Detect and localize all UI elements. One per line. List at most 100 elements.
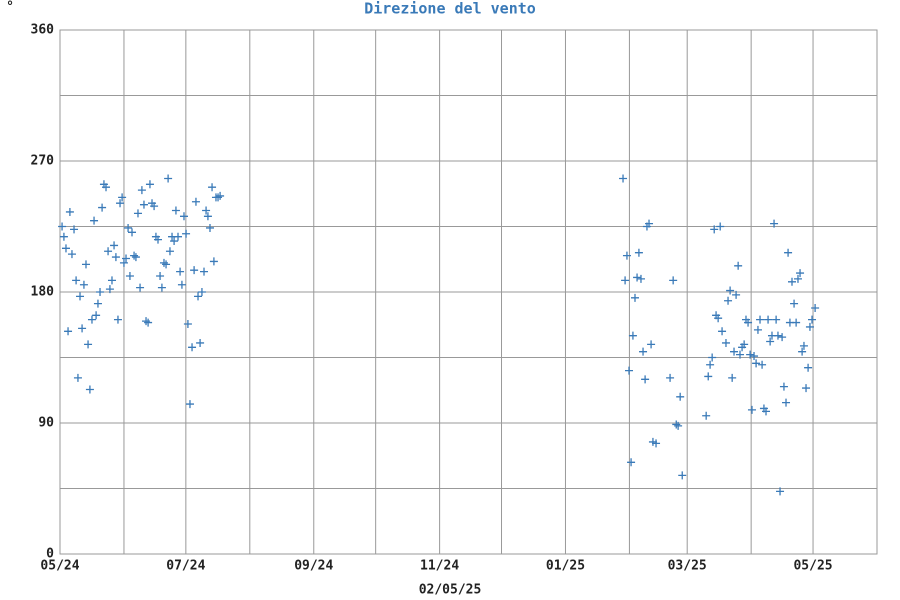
point [150, 202, 159, 211]
point [84, 340, 93, 349]
point [191, 197, 200, 206]
point [674, 421, 683, 430]
point [200, 267, 209, 276]
point [87, 315, 96, 324]
point [92, 311, 101, 320]
point [65, 207, 74, 216]
point [81, 260, 90, 269]
chart-title: Direzione del vento [364, 0, 536, 18]
point [793, 274, 802, 283]
point [752, 359, 761, 368]
y-axis-label: ° [6, 0, 14, 15]
y-tick-label: 90 [38, 416, 54, 431]
x-tick-label: 03/25 [668, 559, 707, 574]
x-axis-label: 02/05/25 [419, 583, 482, 598]
point [110, 241, 119, 250]
point [714, 314, 723, 323]
point [792, 318, 801, 327]
point [128, 228, 137, 237]
point [652, 439, 661, 448]
point [73, 373, 82, 382]
point [113, 315, 122, 324]
point [628, 331, 637, 340]
x-tick-label: 07/24 [166, 559, 205, 574]
point [798, 347, 807, 356]
point [102, 183, 111, 192]
point [72, 276, 81, 285]
point [67, 250, 76, 259]
point [203, 212, 212, 221]
point [740, 340, 749, 349]
point [787, 277, 796, 286]
point [116, 199, 125, 208]
point [96, 288, 105, 296]
point [634, 248, 643, 257]
point [639, 347, 648, 356]
point [179, 212, 188, 221]
point [669, 276, 678, 285]
point [805, 322, 814, 331]
point [76, 292, 85, 301]
point [726, 286, 735, 295]
point [645, 219, 654, 228]
point [105, 285, 114, 294]
point [753, 325, 762, 334]
point [194, 292, 203, 301]
point [790, 299, 799, 308]
point [164, 174, 173, 183]
point [197, 288, 206, 296]
point [728, 373, 737, 382]
plot-frame [59, 29, 878, 555]
point [702, 411, 711, 420]
point [202, 206, 211, 215]
point [171, 206, 180, 215]
point [619, 174, 628, 183]
point [118, 193, 127, 202]
point [799, 341, 808, 350]
y-tick-label: 180 [31, 285, 55, 300]
point [165, 247, 174, 256]
point [633, 273, 642, 282]
point [718, 327, 727, 336]
point [630, 293, 639, 302]
point [174, 232, 183, 241]
point [131, 253, 140, 262]
point [804, 363, 813, 372]
point [111, 253, 120, 262]
point [766, 337, 775, 346]
point [133, 209, 142, 218]
point [770, 219, 779, 228]
point [59, 232, 68, 241]
point [782, 398, 791, 407]
point [762, 407, 771, 416]
point [70, 225, 79, 234]
point [744, 318, 753, 327]
point [139, 200, 148, 209]
point [130, 251, 139, 260]
point [188, 343, 197, 352]
point [764, 315, 773, 324]
point [157, 283, 166, 292]
point [153, 235, 162, 244]
point [756, 315, 765, 324]
point [98, 203, 107, 212]
y-tick-label: 270 [31, 154, 55, 169]
point [159, 258, 168, 267]
point [205, 223, 214, 232]
point [185, 400, 194, 409]
point [156, 271, 165, 280]
point [721, 338, 730, 347]
point [734, 261, 743, 270]
point [676, 392, 685, 401]
point [119, 258, 128, 267]
y-tick-label: 0 [46, 547, 54, 562]
point [124, 223, 133, 232]
point [678, 471, 687, 480]
point [747, 405, 756, 414]
point [772, 315, 781, 324]
point [636, 274, 645, 283]
point [627, 458, 636, 467]
x-tick-label: 05/24 [40, 559, 79, 574]
point [122, 254, 131, 263]
point [183, 320, 192, 329]
